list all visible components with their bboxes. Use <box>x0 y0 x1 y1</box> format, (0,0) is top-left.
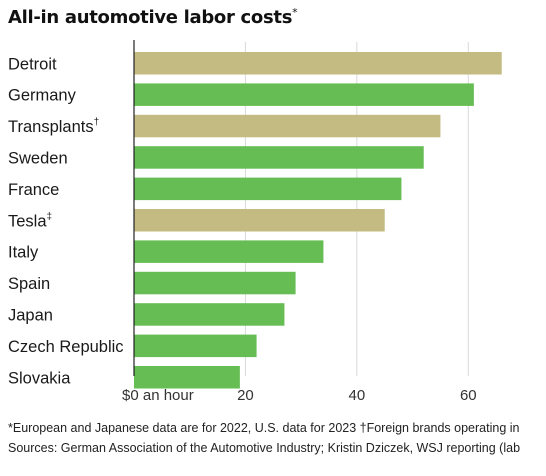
bar-czech-republic <box>134 334 257 358</box>
footnote-definitions: *European and Japanese data are for 2022… <box>8 421 520 435</box>
category-label: Tesla‡ <box>8 211 52 230</box>
bar-transplants <box>134 114 441 138</box>
bar-france <box>134 177 402 201</box>
category-label: Japan <box>8 306 53 324</box>
category-label: Detroit <box>8 55 57 73</box>
category-label: Italy <box>8 244 39 262</box>
category-footnote-mark: † <box>94 117 100 128</box>
x-tick-label: 40 <box>349 387 366 404</box>
footnote-sources: Sources: German Association of the Autom… <box>8 441 521 455</box>
bars <box>134 52 502 389</box>
title-footnote-mark: * <box>292 6 298 19</box>
category-footnote-mark: ‡ <box>47 211 53 222</box>
category-label: Slovakia <box>8 369 71 387</box>
bar-japan <box>134 303 285 326</box>
x-tick-label: $0 an hour <box>122 387 194 404</box>
title-text: All-in automotive labor costs <box>8 7 293 28</box>
bar-sweden <box>134 146 424 169</box>
bar-italy <box>134 240 324 263</box>
footnotes: *European and Japanese data are for 2022… <box>8 418 546 458</box>
category-label: Sweden <box>8 149 68 167</box>
x-tick-labels: $0 an hour 20 40 60 <box>122 387 477 404</box>
bar-slovakia <box>134 366 240 389</box>
category-label: France <box>8 181 59 199</box>
bar-detroit <box>134 52 502 75</box>
category-label: Spain <box>8 275 50 293</box>
chart-title: All-in automotive labor costs* <box>8 6 298 28</box>
category-label: Czech Republic <box>8 338 124 356</box>
category-label: Transplants† <box>8 117 99 136</box>
bar-chart: Detroit Germany Transplants† Sweden France Te… <box>8 40 502 404</box>
x-tick-label: 20 <box>237 387 254 404</box>
category-labels: Detroit Germany Transplants† Sweden France Te… <box>8 55 124 387</box>
bar-spain <box>134 271 296 295</box>
category-label: Germany <box>8 87 77 105</box>
bar-germany <box>134 83 474 106</box>
bar-tesla <box>134 209 385 232</box>
x-tick-label: 60 <box>460 387 477 404</box>
